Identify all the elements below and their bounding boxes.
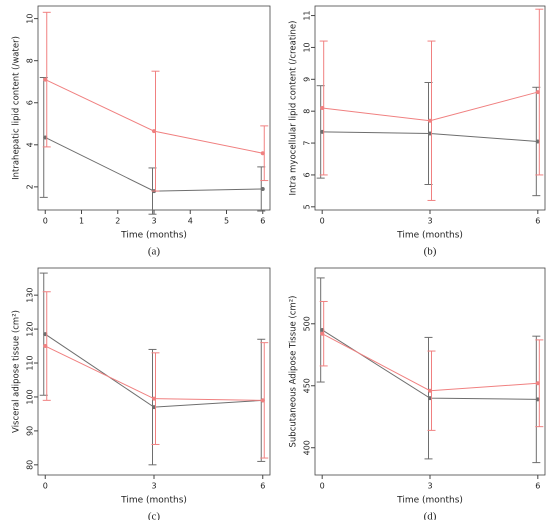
y-tick-label: 10 xyxy=(303,42,312,52)
point xyxy=(152,129,156,134)
point xyxy=(320,106,325,110)
y-tick-label: 450 xyxy=(303,378,312,393)
x-tick-label: 3 xyxy=(151,482,156,491)
point xyxy=(43,77,48,82)
y-tick-label: 11 xyxy=(303,10,312,20)
y-axis-label: Intrahepatic lipid content (/water) xyxy=(12,36,22,180)
caption: (a) xyxy=(148,246,161,258)
y-tick-label: 110 xyxy=(26,355,35,370)
series-line xyxy=(45,136,263,192)
x-axis-label: Time (months) xyxy=(396,231,463,241)
y-tick-label: 500 xyxy=(303,316,312,331)
y-tick-label: 80 xyxy=(26,460,35,470)
y-tick-label: 130 xyxy=(26,288,35,303)
plot-frame xyxy=(37,267,271,476)
point xyxy=(535,90,540,95)
y-tick-label: 120 xyxy=(26,321,35,336)
point xyxy=(260,186,265,191)
plot-frame xyxy=(314,5,546,211)
y-tick-label: 6 xyxy=(303,172,312,177)
x-tick-label: 3 xyxy=(427,217,432,226)
y-tick-label: 90 xyxy=(26,426,35,436)
x-tick-label: 6 xyxy=(535,217,540,226)
caption: (b) xyxy=(424,246,437,258)
point xyxy=(260,398,265,403)
x-tick-label: 0 xyxy=(320,482,325,491)
x-tick-label: 6 xyxy=(535,482,540,491)
x-tick-label: 0 xyxy=(320,217,325,226)
caption: (d) xyxy=(424,511,437,520)
x-tick-label: 5 xyxy=(224,217,229,226)
y-tick-label: 8 xyxy=(303,109,312,114)
y-tick-label: 100 xyxy=(26,389,35,404)
y-axis-label: Subcutaneous Adipose Tissue (cm²) xyxy=(289,296,299,448)
y-tick-label: 400 xyxy=(303,440,312,455)
y-tick-label: 8 xyxy=(26,58,35,63)
caption: (c) xyxy=(148,511,161,520)
y-axis-label: Visceral adipose tissue (cm²) xyxy=(12,310,22,433)
point xyxy=(428,388,432,393)
x-tick-label: 0 xyxy=(43,217,48,226)
x-axis-label: Time (months) xyxy=(396,496,463,506)
x-tick-label: 4 xyxy=(188,217,193,226)
y-tick-label: 5 xyxy=(303,204,312,209)
plot-frame xyxy=(37,5,271,211)
series-line xyxy=(44,333,263,408)
y-tick-label: 10 xyxy=(26,14,35,24)
y-tick-label: 4 xyxy=(26,142,35,147)
point xyxy=(320,331,325,336)
plot-frame xyxy=(314,267,546,476)
y-tick-label: 6 xyxy=(26,100,35,105)
y-tick-label: 7 xyxy=(303,141,312,146)
point xyxy=(152,396,156,401)
point xyxy=(260,151,265,156)
x-axis-label: Time (months) xyxy=(120,496,187,506)
series-line xyxy=(321,333,538,392)
x-tick-label: 0 xyxy=(43,482,48,491)
x-tick-label: 1 xyxy=(79,217,84,226)
x-tick-label: 3 xyxy=(151,217,156,226)
point xyxy=(535,381,540,386)
series-line xyxy=(322,91,538,122)
x-axis-label: Time (months) xyxy=(120,231,187,241)
series-line xyxy=(45,345,263,401)
y-axis-label: Intra myocellular lipid content (/creati… xyxy=(289,21,299,196)
point xyxy=(43,344,48,349)
x-tick-label: 2 xyxy=(115,217,120,226)
y-tick-label: 9 xyxy=(303,77,312,82)
x-tick-label: 6 xyxy=(260,217,265,226)
series-line xyxy=(45,79,263,154)
x-tick-label: 6 xyxy=(260,482,265,491)
point xyxy=(428,118,432,123)
y-tick-label: 2 xyxy=(26,184,35,189)
x-tick-label: 3 xyxy=(427,482,432,491)
